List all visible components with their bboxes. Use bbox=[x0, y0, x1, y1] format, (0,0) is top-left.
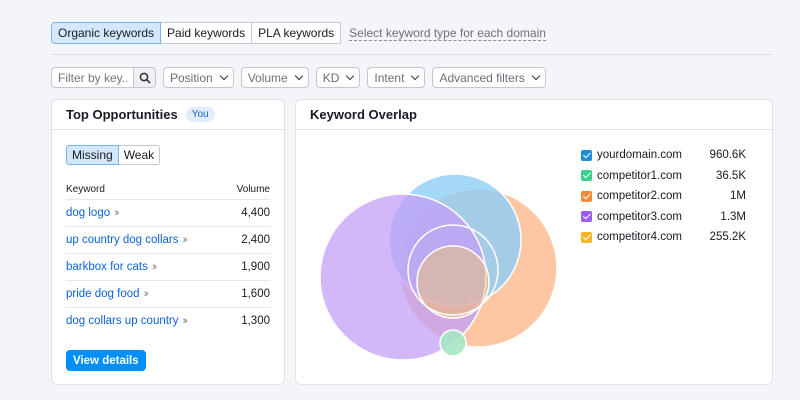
dropdown-label: KD bbox=[322, 70, 340, 85]
search-button[interactable] bbox=[134, 67, 156, 88]
top-opportunities-card: Top Opportunities You Missing Weak Keywo… bbox=[51, 99, 285, 385]
dropdown-label: Volume bbox=[247, 70, 288, 85]
card-title: Top Opportunities bbox=[66, 107, 178, 122]
checkbox-icon[interactable] bbox=[581, 231, 592, 243]
legend-value: 1M bbox=[730, 190, 746, 203]
volume-dropdown[interactable]: Volume bbox=[240, 67, 309, 88]
dropdown-label: Advanced filters bbox=[439, 70, 525, 85]
keyword-text: up country dog collars bbox=[66, 234, 179, 246]
table-row: barkbox for cats ›› 1,900 bbox=[66, 253, 270, 280]
keyword-overlap-venn bbox=[319, 173, 558, 361]
legend-domain: competitor4.com bbox=[597, 231, 683, 244]
chevron-down-icon bbox=[531, 71, 541, 81]
double-chevron-right-icon: ›› bbox=[143, 288, 150, 300]
legend-domain: competitor1.com bbox=[597, 169, 683, 182]
legend-value: 36.5K bbox=[715, 169, 746, 182]
legend-item[interactable]: competitor1.com 36.5K bbox=[581, 166, 746, 187]
you-badge: You bbox=[185, 107, 215, 122]
weak-segment[interactable]: Weak bbox=[118, 145, 161, 165]
table-row: dog collars up country ›› 1,300 bbox=[66, 307, 270, 334]
legend-value: 1.3M bbox=[720, 210, 746, 223]
card-header: Top Opportunities You bbox=[52, 100, 284, 130]
kd-dropdown[interactable]: KD bbox=[315, 67, 361, 88]
legend-item[interactable]: competitor3.com 1.3M bbox=[581, 207, 746, 228]
keyword-type-tabs: Organic keywords Paid keywords PLA keywo… bbox=[51, 22, 546, 44]
table-row: dog logo ›› 4,400 bbox=[66, 199, 270, 226]
chevron-down-icon bbox=[411, 71, 420, 81]
keyword-link[interactable]: dog collars up country ›› bbox=[66, 315, 189, 327]
legend-item[interactable]: competitor2.com 1M bbox=[581, 186, 746, 207]
chevron-down-icon bbox=[346, 71, 355, 81]
double-chevron-right-icon: ›› bbox=[182, 315, 189, 327]
missing-segment[interactable]: Missing bbox=[66, 145, 119, 165]
keyword-text: dog logo bbox=[66, 207, 111, 219]
position-dropdown[interactable]: Position bbox=[163, 67, 234, 88]
legend-domain: yourdomain.com bbox=[597, 149, 683, 162]
checkbox-icon[interactable] bbox=[581, 149, 592, 161]
keyword-filter-input[interactable] bbox=[51, 67, 134, 88]
keyword-link[interactable]: barkbox for cats ›› bbox=[66, 261, 158, 273]
venn-circle-competitor1 bbox=[439, 329, 467, 357]
legend-value: 255.2K bbox=[709, 231, 746, 244]
filter-bar: Position Volume KD Intent Advanced filte… bbox=[51, 67, 546, 88]
divider bbox=[51, 54, 772, 55]
legend-item[interactable]: yourdomain.com 960.6K bbox=[581, 145, 746, 166]
card-header: Keyword Overlap bbox=[296, 100, 772, 130]
search-icon bbox=[139, 72, 151, 84]
dropdown-label: Intent bbox=[374, 70, 405, 85]
keyword-link[interactable]: pride dog food ›› bbox=[66, 288, 150, 300]
chevron-down-icon bbox=[294, 71, 303, 81]
tab-organic-keywords[interactable]: Organic keywords bbox=[51, 22, 162, 44]
table-header: Keyword Volume bbox=[66, 184, 270, 195]
legend-domain: competitor2.com bbox=[597, 190, 683, 203]
keyword-text: dog collars up country bbox=[66, 315, 179, 327]
missing-weak-toggle: Missing Weak bbox=[66, 145, 161, 165]
venn-circle-competitor3 bbox=[319, 193, 487, 361]
double-chevron-right-icon: ›› bbox=[114, 207, 120, 219]
volume-value: 4,400 bbox=[241, 207, 270, 219]
double-chevron-right-icon: ›› bbox=[182, 234, 189, 246]
keyword-search bbox=[51, 67, 156, 88]
venn-circle-competitor4-overlay bbox=[416, 245, 490, 319]
legend-domain: competitor3.com bbox=[597, 210, 683, 223]
volume-column-header: Volume bbox=[236, 184, 270, 195]
table-row: up country dog collars ›› 2,400 bbox=[66, 226, 270, 253]
legend-item[interactable]: competitor4.com 255.2K bbox=[581, 227, 746, 248]
keyword-type-hint-link[interactable]: Select keyword type for each domain bbox=[349, 25, 546, 41]
keyword-column-header: Keyword bbox=[66, 184, 105, 195]
checkbox-icon[interactable] bbox=[581, 211, 592, 223]
double-chevron-right-icon: ›› bbox=[151, 261, 158, 273]
view-details-button[interactable]: View details bbox=[66, 350, 146, 371]
intent-dropdown[interactable]: Intent bbox=[367, 67, 426, 88]
keyword-text: barkbox for cats bbox=[66, 261, 148, 273]
opportunities-table: dog logo ›› 4,400 up country dog collars ›… bbox=[66, 199, 270, 334]
overlap-legend: yourdomain.com 960.6K competitor1.com 36… bbox=[581, 145, 746, 248]
chevron-down-icon bbox=[219, 71, 228, 81]
checkbox-icon[interactable] bbox=[581, 190, 592, 202]
volume-value: 2,400 bbox=[241, 234, 270, 246]
tab-paid-keywords[interactable]: Paid keywords bbox=[160, 22, 253, 44]
volume-value: 1,600 bbox=[241, 288, 270, 300]
card-title: Keyword Overlap bbox=[310, 107, 417, 122]
keyword-link[interactable]: up country dog collars ›› bbox=[66, 234, 189, 246]
volume-value: 1,900 bbox=[241, 261, 270, 273]
keyword-text: pride dog food bbox=[66, 288, 140, 300]
checkbox-icon[interactable] bbox=[581, 170, 592, 182]
venn-circle-center bbox=[407, 224, 499, 316]
legend-value: 960.6K bbox=[709, 149, 746, 162]
keyword-overlap-card: Keyword Overlap yourdomain.com 960.6K co… bbox=[295, 99, 773, 385]
volume-value: 1,300 bbox=[241, 315, 270, 327]
table-row: pride dog food ›› 1,600 bbox=[66, 280, 270, 307]
advanced-filters-dropdown[interactable]: Advanced filters bbox=[432, 67, 546, 88]
tab-pla-keywords[interactable]: PLA keywords bbox=[251, 22, 342, 44]
dropdown-label: Position bbox=[170, 70, 213, 85]
keyword-link[interactable]: dog logo ›› bbox=[66, 207, 120, 219]
